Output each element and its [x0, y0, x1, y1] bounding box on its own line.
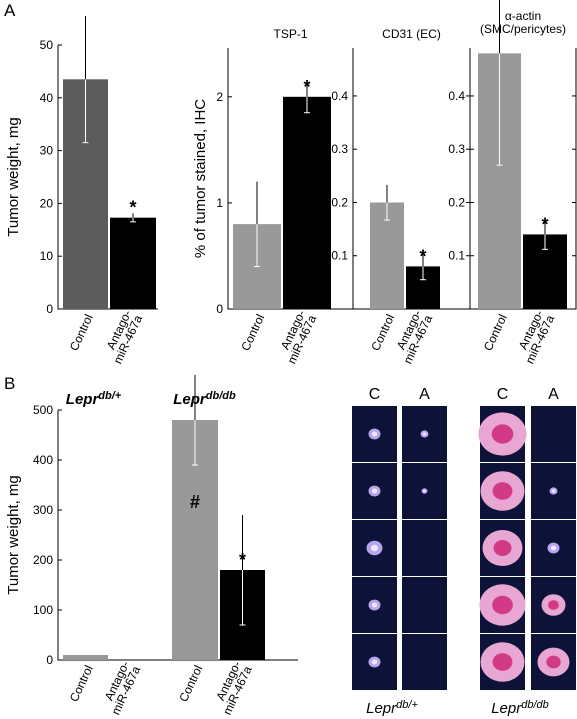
y-tick-label: 0.3 [331, 142, 348, 156]
y-axis-label: Tumor weight, mg [5, 117, 22, 236]
y-tick-label: 0.1 [331, 249, 348, 263]
x-tick-label: Control [67, 663, 96, 704]
x-tick-line: Control [238, 312, 267, 353]
tumor-core [551, 489, 556, 493]
x-tick-line: Control [67, 312, 96, 353]
photo-cell [402, 577, 447, 633]
x-tick-label: Control [176, 663, 205, 704]
y-tick-label: 40 [40, 91, 54, 105]
group-superscript: db/+ [98, 390, 121, 402]
y-tick-label: 0 [216, 302, 223, 316]
group-superscript: db/db [521, 699, 549, 711]
y-tick-label: 30 [40, 144, 54, 158]
tumor-core [371, 602, 378, 608]
group-label: Leprdb/db [173, 390, 236, 408]
y-axis-label: Tumor weight, mg [5, 475, 22, 594]
tumor-core [371, 431, 378, 437]
y-tick-label: 500 [33, 403, 53, 417]
y-tick-label: 300 [33, 503, 53, 517]
y-axis-label: % of tumor stained, IHC [192, 99, 209, 258]
photo-cell [402, 520, 447, 576]
group-label: Leprdb/+ [66, 390, 122, 408]
significance-marker: * [239, 550, 246, 570]
tumor-core [370, 544, 379, 552]
panel-label: B [4, 374, 15, 393]
y-tick-label: 0.1 [448, 249, 465, 263]
significance-marker: * [419, 246, 426, 266]
bar [110, 659, 152, 660]
tumor-core [548, 600, 559, 610]
image-group-label: Leprdb/db [491, 699, 549, 717]
significance-marker: # [190, 492, 200, 512]
tumor-core [371, 659, 378, 665]
y-tick-label: 50 [40, 38, 54, 52]
significance-marker: * [303, 77, 310, 97]
y-tick-label: 0.4 [448, 89, 465, 103]
y-tick-label: 0 [46, 653, 53, 667]
group-name: Lepr [366, 700, 397, 717]
chart-title: (SMC/pericytes) [480, 22, 566, 36]
photo-cell [402, 634, 447, 690]
x-tick-label: Antago-miR-467a [209, 659, 255, 717]
bar [110, 217, 156, 309]
group-name: Lepr [173, 391, 207, 408]
chart-title: α-actin [505, 9, 541, 23]
x-tick-label: Control [481, 312, 510, 353]
y-tick-label: 200 [33, 553, 53, 567]
bar [63, 655, 108, 660]
photo-cell [531, 406, 576, 462]
y-tick-label: 10 [40, 249, 54, 263]
tumor-core [550, 545, 557, 551]
y-tick-label: 0.2 [331, 195, 348, 209]
x-tick-label: Antago-miR-467a [390, 308, 436, 366]
x-tick-label: Control [238, 312, 267, 353]
tumor-core [492, 595, 513, 615]
panel-label: A [4, 1, 16, 20]
significance-marker: * [129, 198, 136, 218]
tumor-core [493, 540, 512, 556]
tumor-core [371, 488, 378, 494]
x-tick-label: Control [67, 312, 96, 353]
y-tick-label: 2 [216, 90, 223, 104]
group-name: Lepr [66, 391, 100, 408]
tumor-core [491, 424, 514, 444]
x-tick-label: Antago-miR-467a [512, 308, 558, 366]
column-label: C [369, 386, 381, 403]
group-superscript: db/db [206, 390, 236, 402]
y-tick-label: 400 [33, 453, 53, 467]
y-tick-label: 20 [40, 196, 54, 210]
tumor-core [422, 432, 427, 436]
column-label: A [548, 386, 559, 403]
column-label: A [419, 386, 430, 403]
group-name: Lepr [491, 700, 522, 717]
group-superscript: db/+ [396, 699, 418, 711]
image-group-label: Leprdb/+ [366, 699, 418, 717]
y-tick-label: 0 [46, 302, 53, 316]
y-tick-label: 0.4 [331, 89, 348, 103]
chart-title: TSP-1 [273, 27, 307, 41]
bar [283, 96, 331, 310]
tumor-core [423, 489, 426, 493]
x-tick-line: Control [368, 312, 397, 353]
chart-title: CD31 (EC) [382, 27, 441, 41]
column-label: C [497, 386, 509, 403]
y-tick-label: 1 [216, 196, 223, 210]
tumor-core [492, 482, 513, 500]
tumor-core [492, 653, 513, 671]
x-tick-label: Antago-miR-467a [100, 308, 146, 366]
x-tick-label: Control [368, 312, 397, 353]
y-tick-label: 0.3 [448, 142, 465, 156]
x-tick-label: Antago-miR-467a [98, 659, 144, 717]
y-tick-label: 100 [33, 603, 53, 617]
x-tick-line: Control [67, 663, 96, 704]
tumor-core [546, 655, 561, 669]
y-tick-label: 0.2 [448, 195, 465, 209]
significance-marker: * [541, 214, 548, 234]
x-tick-line: Control [176, 663, 205, 704]
x-tick-line: Control [481, 312, 510, 353]
x-tick-label: Antago-miR-467a [274, 308, 320, 366]
